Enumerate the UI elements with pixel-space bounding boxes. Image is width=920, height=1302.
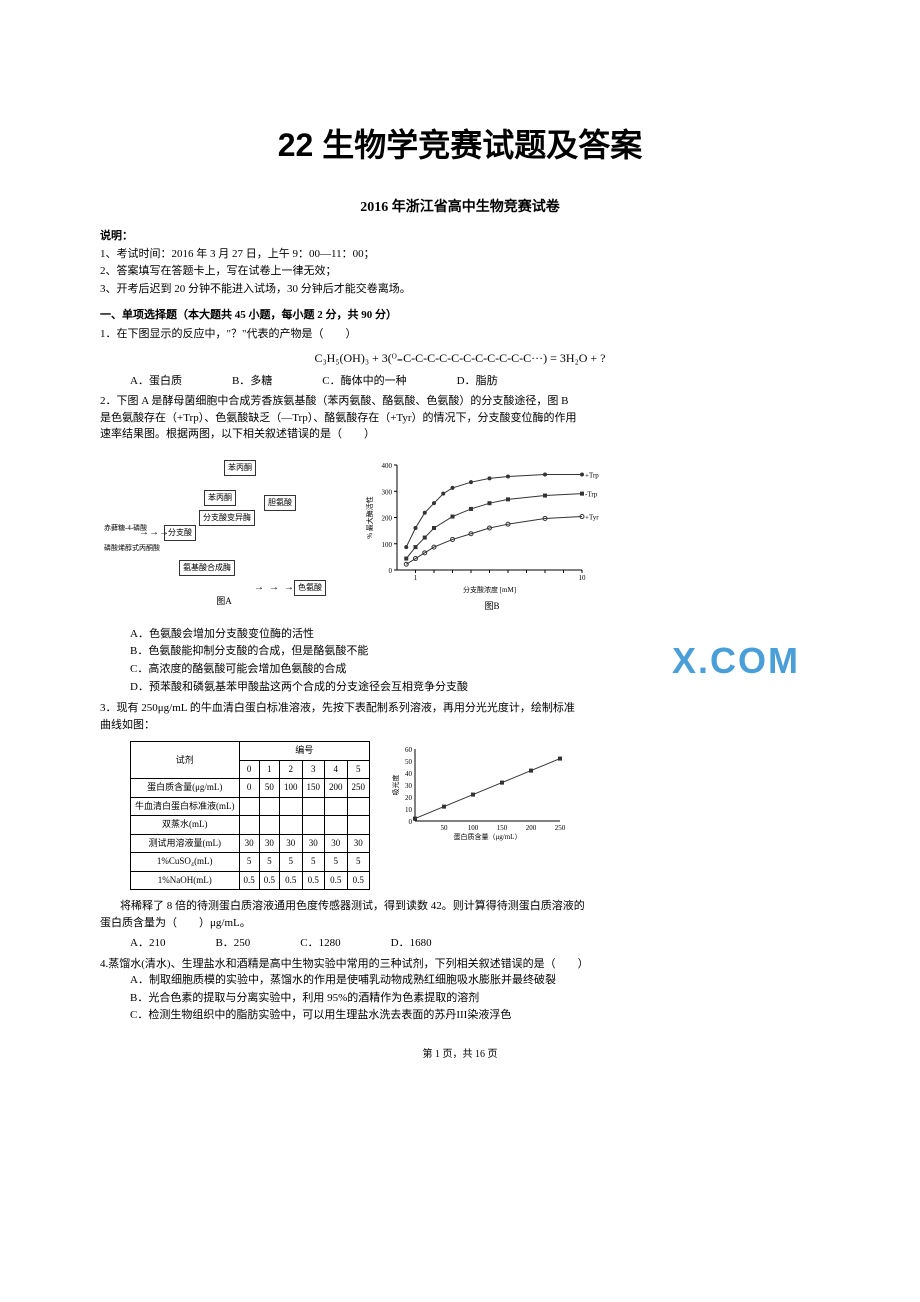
flowchart-label: 磷酸烯醇式丙酮酸	[104, 543, 160, 554]
q3-stem-3: 将稀释了 8 倍的待测蛋白质溶液通用色度传感器测试，得到读数 42。则计算得待测…	[100, 898, 820, 915]
q1-opt-a: A．蛋白质	[130, 373, 182, 390]
q4-options: A．制取细胞质模的实验中，蒸馏水的作用是使哺乳动物成熟红细胞吸水膨胀并最终破裂 …	[100, 972, 820, 1025]
arrow-icon: →	[159, 525, 169, 540]
instruction-line: 1、考试时间：2016 年 3 月 27 日，上午 9：00—11：00；	[100, 246, 820, 264]
section-header: 一、单项选择题（本大题共 45 小题，每小题 2 分，共 90 分）	[100, 306, 820, 322]
arrow-icon: →	[269, 580, 279, 595]
svg-text:150: 150	[497, 824, 508, 832]
sub-title: 2016 年浙江省高中生物竞赛试卷	[100, 196, 820, 216]
question-1: 1．在下图显示的反应中，"？"代表的产物是（ ） C₃H₅(OH)₃ + 3(ᴼ…	[100, 326, 820, 389]
svg-text:蛋白质含量（μg/mL）: 蛋白质含量（μg/mL）	[454, 832, 522, 841]
document-page: 22 生物学竞赛试题及答案 2016 年浙江省高中生物竞赛试卷 说明： 1、考试…	[0, 0, 920, 1100]
question-4: 4.蒸馏水(清水)、生理盐水和酒精是高中生物实验中常用的三种试剂，下列相关叙述错…	[100, 956, 820, 1025]
svg-text:10: 10	[579, 574, 587, 582]
svg-text:% 最大酶活性: % 最大酶活性	[365, 496, 374, 539]
q3-options: A．210 B．250 C．1280 D．1680	[100, 935, 820, 952]
svg-text:250: 250	[555, 824, 566, 832]
figure-a-label: 图A	[104, 595, 344, 609]
svg-text:吸光度: 吸光度	[391, 775, 400, 796]
q4-opt-c: C．检测生物组织中的脂肪实验中，可以用生理盐水洗去表面的苏丹III染液浮色	[130, 1007, 820, 1025]
q2-chart: 0 100 200 300 400 1 10 +Trp -Trp +Tyr 分支酸浓度 [mM] % …	[358, 451, 626, 618]
question-3: 3．现有 250μg/mL 的牛血清白蛋白标准溶液，先按下表配制系列溶液，再用分…	[100, 700, 820, 952]
q3-stem-4: 蛋白质含量为（ ）μg/mL。	[100, 915, 820, 932]
svg-text:10: 10	[405, 806, 413, 814]
q4-stem: 4.蒸馏水(清水)、生理盐水和酒精是高中生物实验中常用的三种试剂，下列相关叙述错…	[100, 956, 820, 973]
svg-text:50: 50	[405, 758, 413, 766]
instructions-block: 说明： 1、考试时间：2016 年 3 月 27 日，上午 9：00—11：00…	[100, 228, 820, 298]
svg-text:+Tyr: +Tyr	[585, 513, 599, 521]
q1-options: A．蛋白质 B．多糖 C．酶体中的一种 D．脂肪	[100, 373, 820, 390]
q3-opt-a: A．210	[130, 935, 165, 952]
svg-text:-Trp: -Trp	[585, 491, 598, 499]
q1-formula: C₃H₅(OH)₃ + 3(ᴼ₌C-C-C-C-C-C-C-C-C-C-C···…	[100, 349, 820, 367]
q1-opt-d: D．脂肪	[457, 373, 498, 390]
flowchart-node: 苯丙酮	[224, 460, 256, 476]
arrow-icon: →	[284, 580, 294, 595]
q1-opt-c: C．酶体中的一种	[322, 373, 406, 390]
svg-text:+Trp: +Trp	[585, 471, 599, 479]
q3-opt-b: B．250	[215, 935, 250, 952]
svg-text:100: 100	[468, 824, 479, 832]
q4-opt-b: B．光合色素的提取与分离实验中，利用 95%的酒精作为色素提取的溶剂	[130, 990, 820, 1008]
svg-text:400: 400	[382, 462, 393, 470]
svg-text:分支酸浓度 [mM]: 分支酸浓度 [mM]	[463, 585, 516, 594]
q2-stem-3: 速率结果图。根据两图，以下相关叙述错误的是（ ）	[100, 426, 820, 443]
q4-opt-a: A．制取细胞质模的实验中，蒸馏水的作用是使哺乳动物成熟红细胞吸水膨胀并最终破裂	[130, 972, 820, 990]
instructions-label: 说明：	[100, 228, 820, 246]
figure-b-label: 图B	[362, 600, 622, 614]
flowchart-node: 色氨酸	[294, 580, 326, 596]
flowchart-node: 氨基酸合成酶	[179, 560, 235, 576]
arrow-icon: →	[149, 525, 159, 540]
q2-figures: 苯丙酮苯丙酮胆氨酸分支酸分支酸变异酶氨基酸合成酶色氨酸赤藓糖-4-磷酸磷酸烯醇式…	[100, 451, 820, 618]
q3-stem-2: 曲线如图：	[100, 717, 820, 734]
q3-opt-d: D．1680	[391, 935, 432, 952]
svg-text:300: 300	[382, 488, 393, 496]
svg-text:30: 30	[405, 782, 413, 790]
q1-stem: 1．在下图显示的反应中，"？"代表的产物是（ ）	[100, 326, 820, 343]
q3-stem-1: 3．现有 250μg/mL 的牛血清白蛋白标准溶液，先按下表配制系列溶液，再用分…	[100, 700, 820, 717]
watermark: X.COM	[672, 640, 800, 682]
flowchart-node: 分支酸变异酶	[199, 510, 255, 526]
arrow-icon: →	[139, 525, 149, 540]
svg-text:40: 40	[405, 770, 413, 778]
q2-flowchart: 苯丙酮苯丙酮胆氨酸分支酸分支酸变异酶氨基酸合成酶色氨酸赤藓糖-4-磷酸磷酸烯醇式…	[100, 451, 348, 618]
svg-text:1: 1	[414, 574, 418, 582]
svg-text:0: 0	[409, 818, 413, 826]
svg-text:50: 50	[441, 824, 449, 832]
q3-opt-c: C．1280	[300, 935, 340, 952]
q2-stem-2: 是色氨酸存在（+Trp）、色氨酸缺乏（—Trp）、酪氨酸存在（+Tyr）的情况下…	[100, 410, 820, 427]
instruction-line: 3、开考后迟到 20 分钟不能进入试场，30 分钟后才能交卷离场。	[100, 281, 820, 299]
q3-table: 试剂编号012345蛋白质含量(μg/mL)050100150200250牛血清…	[130, 741, 370, 890]
q2-stem-1: 2．下图 A 是酵母菌细胞中合成芳香族氨基酸（苯丙氨酸、酪氨酸、色氨酸）的分支酸…	[100, 393, 820, 410]
q3-chart-container: 0 10 20 30 40 50 60 50 100 150 200 250 蛋白质含量（μg/mL） 吸…	[390, 741, 570, 847]
instruction-line: 2、答案填写在答题卡上，写在试卷上一律无效；	[100, 263, 820, 281]
q3-table-chart: 试剂编号012345蛋白质含量(μg/mL)050100150200250牛血清…	[100, 741, 820, 890]
svg-text:100: 100	[382, 541, 393, 549]
svg-text:60: 60	[405, 746, 413, 754]
flowchart-node: 苯丙酮	[204, 490, 236, 506]
svg-text:20: 20	[405, 794, 413, 802]
main-title: 22 生物学竞赛试题及答案	[100, 120, 820, 166]
svg-text:200: 200	[526, 824, 537, 832]
svg-text:200: 200	[382, 514, 393, 522]
flowchart-node: 胆氨酸	[264, 495, 296, 511]
arrow-icon: →	[254, 580, 264, 595]
svg-text:0: 0	[389, 567, 393, 575]
q1-opt-b: B．多糖	[232, 373, 272, 390]
page-footer: 第 1 页，共 16 页	[100, 1045, 820, 1060]
